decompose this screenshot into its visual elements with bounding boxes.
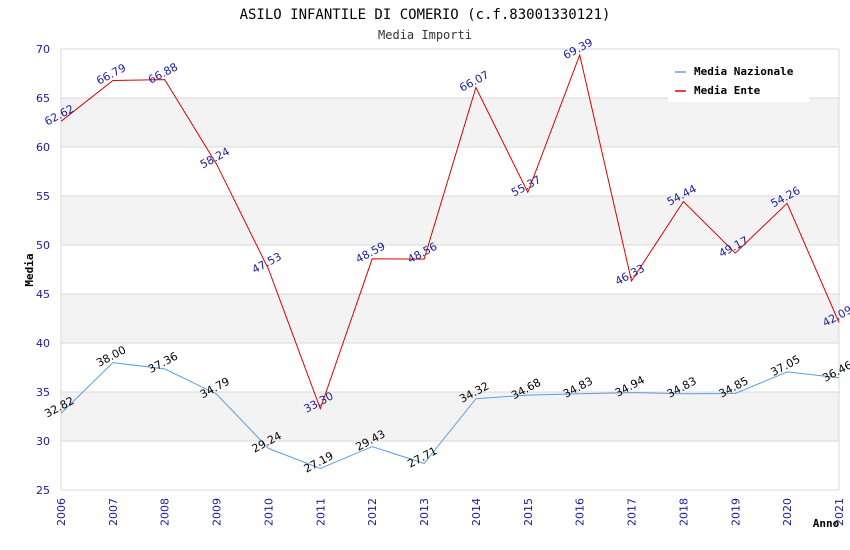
x-tick-label: 2021 [833,498,846,526]
legend-box [668,60,810,102]
data-label: 55.37 [509,173,543,199]
x-tick-label: 2006 [55,498,68,526]
x-tick-label: 2019 [729,498,742,526]
y-tick-label: 55 [36,190,50,203]
background-band [61,98,839,147]
data-label: 36.46 [820,358,850,384]
background-band [61,392,839,441]
x-axis-ticks: 2006 2007 2008 2009 2010 2011 2012 2013 2014 2015… [55,498,846,526]
chart-title: ASILO INFANTILE DI COMERIO (c.f.83001330… [240,7,611,23]
x-tick-label: 2008 [159,498,172,526]
background-band [61,196,839,245]
y-tick-label: 30 [36,435,50,448]
series-line [60,53,840,411]
x-tick-label: 2018 [677,498,690,526]
plot-background-bands [61,98,839,441]
x-tick-label: 2015 [522,498,535,526]
data-label: 27.19 [302,449,336,475]
x-tick-label: 2020 [781,498,794,526]
x-tick-label: 2016 [574,498,587,526]
data-label: 37.05 [769,353,803,379]
x-tick-label: 2009 [211,498,224,526]
x-tick-label: 2011 [314,498,327,526]
x-tick-label: 2017 [626,498,639,526]
legend-label-media-nazionale: Media Nazionale [694,65,794,78]
data-label: 58.24 [198,145,232,171]
y-axis-label: Media [23,253,36,286]
series-line [60,362,840,470]
y-tick-label: 60 [36,141,50,154]
gridlines [60,48,840,491]
x-tick-label: 2014 [470,498,483,526]
data-label: 27.71 [405,444,439,470]
x-tick-label: 2010 [262,498,275,526]
chart-subtitle: Media Importi [378,28,472,42]
data-label: 46.33 [613,262,647,288]
y-tick-label: 35 [36,386,50,399]
y-tick-label: 45 [36,288,50,301]
data-label: 37.36 [146,350,180,376]
y-tick-label: 50 [36,239,50,252]
x-tick-label: 2013 [418,498,431,526]
data-label: 66.79 [94,61,128,87]
x-tick-label: 2007 [107,498,120,526]
y-tick-label: 70 [36,43,50,56]
y-tick-label: 65 [36,92,50,105]
data-label: 66.88 [146,60,180,86]
data-label: 38.00 [94,343,128,369]
legend: Media Nazionale Media Ente [668,60,810,102]
data-label: 66.07 [457,68,491,94]
y-axis-ticks: 25 30 35 40 45 50 55 60 65 70 [36,43,50,497]
x-tick-label: 2012 [366,498,379,526]
legend-label-media-ente: Media Ente [694,84,761,97]
background-band [61,294,839,343]
series-lines [60,53,840,470]
y-tick-label: 25 [36,484,50,497]
x-axis-label: Anno [813,517,840,530]
y-tick-label: 40 [36,337,50,350]
data-label: 47.53 [250,250,284,276]
